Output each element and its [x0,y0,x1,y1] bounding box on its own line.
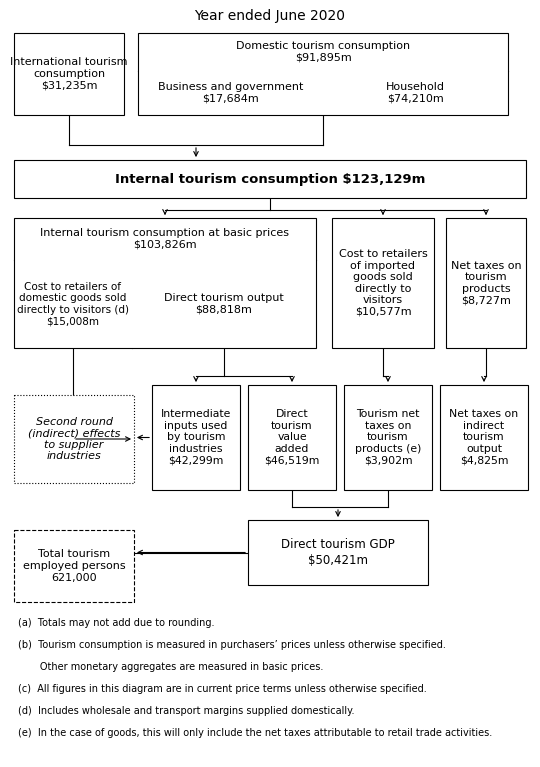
Text: Domestic tourism consumption
$91,895m: Domestic tourism consumption $91,895m [236,41,410,63]
Text: International tourism
consumption
$31,235m: International tourism consumption $31,23… [10,58,128,91]
Text: Direct
tourism
value
added
$46,519m: Direct tourism value added $46,519m [264,410,320,466]
Text: Net taxes on
tourism
products
$8,727m: Net taxes on tourism products $8,727m [451,261,521,305]
Text: Second round
(indirect) effects
to supplier
industries: Second round (indirect) effects to suppl… [28,416,120,462]
Text: Total tourism
employed persons
621,000: Total tourism employed persons 621,000 [23,549,125,583]
Bar [248,520,428,585]
Text: Direct tourism output
$88,818m: Direct tourism output $88,818m [164,293,284,314]
Text: Intermediate
inputs used
by tourism
industries
$42,299m: Intermediate inputs used by tourism indu… [161,410,231,466]
Bar [138,33,508,115]
Text: Other monetary aggregates are measured in basic prices.: Other monetary aggregates are measured i… [18,662,323,672]
Text: Business and government
$17,684m: Business and government $17,684m [158,82,303,104]
Bar [14,160,526,198]
Bar [332,218,434,348]
Text: Direct tourism GDP
$50,421m: Direct tourism GDP $50,421m [281,538,395,567]
Bar [14,33,124,115]
Bar [14,218,316,348]
Text: Net taxes on
indirect
tourism
output
$4,825m: Net taxes on indirect tourism output $4,… [449,410,518,466]
Text: (e)  In the case of goods, this will only include the net taxes attributable to : (e) In the case of goods, this will only… [18,728,492,738]
Text: Internal tourism consumption at basic prices
$103,826m: Internal tourism consumption at basic pr… [40,229,289,250]
Text: Cost to retailers
of imported
goods sold
directly to
visitors
$10,577m: Cost to retailers of imported goods sold… [339,249,427,317]
Bar [446,218,526,348]
Bar [14,395,134,483]
Text: Year ended June 2020: Year ended June 2020 [194,9,346,23]
Bar [344,385,432,490]
Text: (a)  Totals may not add due to rounding.: (a) Totals may not add due to rounding. [18,618,214,628]
Text: Tourism net
taxes on
tourism
products (e)
$3,902m: Tourism net taxes on tourism products (e… [355,410,421,466]
Text: Household
$74,210m: Household $74,210m [386,82,445,104]
Bar [248,385,336,490]
Bar [440,385,528,490]
Text: Internal tourism consumption $123,129m: Internal tourism consumption $123,129m [115,173,425,186]
Text: Cost to retailers of
domestic goods sold
directly to visitors (d)
$15,008m: Cost to retailers of domestic goods sold… [17,281,129,327]
Bar [152,385,240,490]
Text: (c)  All figures in this diagram are in current price terms unless otherwise spe: (c) All figures in this diagram are in c… [18,684,427,694]
Bar [14,530,134,602]
Text: (b)  Tourism consumption is measured in purchasers’ prices unless otherwise spec: (b) Tourism consumption is measured in p… [18,640,446,650]
Text: (d)  Includes wholesale and transport margins supplied domestically.: (d) Includes wholesale and transport mar… [18,706,354,716]
